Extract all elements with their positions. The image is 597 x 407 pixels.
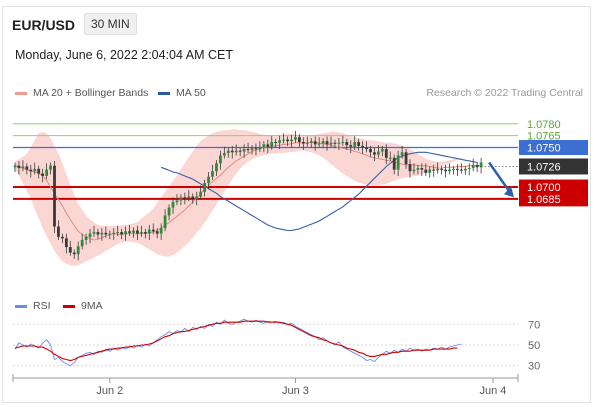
timestamp: Monday, June 6, 2022 2:04:04 AM CET bbox=[15, 48, 233, 62]
legend-rsi: RSI bbox=[15, 300, 51, 312]
research-credit: Research © 2022 Trading Central bbox=[426, 87, 583, 99]
legend-ma20-label: MA 20 + Bollinger Bands bbox=[33, 87, 149, 99]
legend-9ma: 9MA bbox=[63, 300, 103, 312]
symbol-title: EUR/USD bbox=[12, 17, 76, 33]
9ma-swatch bbox=[63, 304, 75, 308]
chart-frame bbox=[2, 6, 591, 403]
legend-ma20: MA 20 + Bollinger Bands bbox=[15, 87, 148, 99]
legend-9ma-label: 9MA bbox=[81, 300, 103, 312]
ma50-swatch bbox=[158, 91, 170, 95]
timeframe-badge[interactable]: 30 MIN bbox=[84, 13, 137, 35]
legend-ma50: MA 50 bbox=[158, 87, 206, 99]
legend-rsi-label: RSI bbox=[33, 300, 51, 312]
legend-ma50-label: MA 50 bbox=[176, 87, 206, 99]
ma20-swatch bbox=[15, 91, 27, 95]
rsi-swatch bbox=[15, 304, 27, 308]
